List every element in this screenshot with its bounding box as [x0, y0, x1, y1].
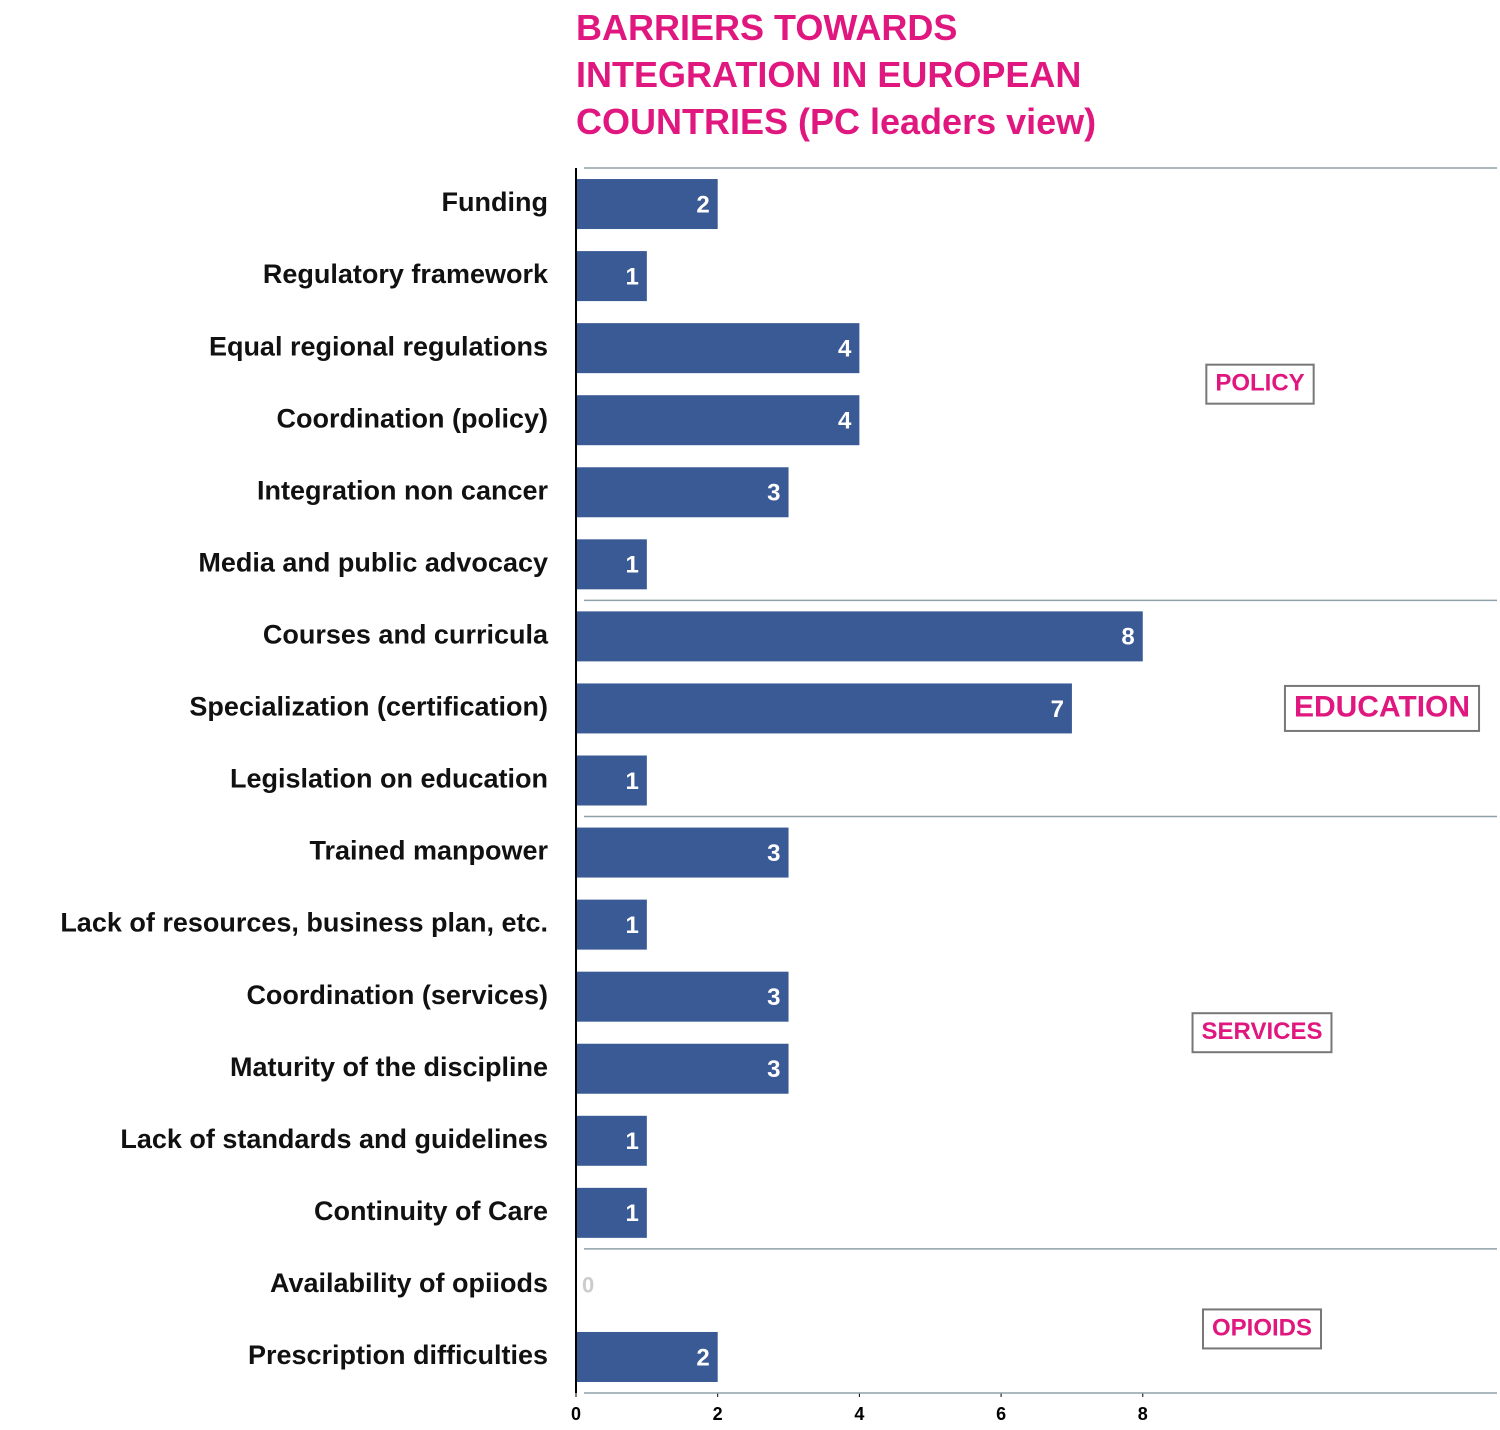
y-tick-label: Coordination (services) [246, 980, 548, 1010]
bar [576, 395, 860, 446]
y-tick-label: Prescription difficulties [248, 1340, 548, 1370]
y-tick-label: Courses and curricula [263, 620, 549, 650]
bar [576, 899, 647, 950]
x-tick-label: 4 [854, 1404, 864, 1424]
value-label: 1 [625, 912, 638, 939]
y-tick-label: Coordination (policy) [277, 403, 548, 433]
bar [576, 251, 647, 302]
chart-title: BARRIERS TOWARDS INTEGRATION IN EUROPEAN… [576, 7, 1097, 142]
y-tick-label: Lack of standards and guidelines [120, 1124, 548, 1154]
y-tick-label: Continuity of Care [314, 1196, 548, 1226]
value-label: 1 [625, 552, 638, 579]
bar [576, 611, 1143, 662]
bar [576, 467, 789, 518]
group-label: OPIOIDS [1212, 1314, 1312, 1341]
y-tick-label: Trained manpower [309, 836, 548, 866]
y-tick-label: Maturity of the discipline [230, 1052, 548, 1082]
value-label: 2 [696, 191, 709, 218]
bar [576, 827, 789, 878]
value-label: 1 [625, 1128, 638, 1155]
x-tick-label: 8 [1138, 1404, 1148, 1424]
x-tick-label: 2 [713, 1404, 723, 1424]
group-box [1283, 684, 1481, 732]
value-label: 3 [767, 480, 780, 507]
y-tick-label: Integration non cancer [257, 475, 549, 505]
value-label: 1 [625, 768, 638, 795]
value-label: 2 [696, 1344, 709, 1371]
bar [576, 323, 860, 374]
bar [576, 179, 718, 230]
value-label: 3 [767, 984, 780, 1011]
y-tick-label: Media and public advocacy [198, 547, 548, 577]
group-box [1205, 363, 1315, 405]
value-label: 1 [625, 1200, 638, 1227]
bar [576, 683, 1072, 734]
x-tick-label: 0 [571, 1404, 581, 1424]
bar [576, 1331, 718, 1382]
x-tick-label: 6 [996, 1404, 1006, 1424]
bar [576, 755, 647, 806]
group-label: SERVICES [1202, 1018, 1323, 1045]
value-label: 0 [582, 1273, 594, 1298]
y-tick-label: Specialization (certification) [189, 692, 548, 722]
value-label: 4 [838, 408, 852, 435]
y-tick-label: Regulatory framework [263, 259, 549, 289]
y-tick-label: Lack of resources, business plan, etc. [60, 908, 548, 938]
bar [576, 1115, 647, 1166]
value-label: 3 [767, 840, 780, 867]
value-label: 1 [625, 263, 638, 290]
group-label: POLICY [1215, 370, 1304, 397]
group-box [1191, 1012, 1333, 1054]
y-tick-label: Availability of opiiods [270, 1268, 548, 1298]
value-label: 7 [1051, 696, 1064, 723]
y-tick-label: Equal regional regulations [209, 331, 548, 361]
bar [576, 1187, 647, 1238]
bar [576, 539, 647, 590]
group-label: EDUCATION [1294, 690, 1470, 723]
y-tick-label: Funding [442, 187, 548, 217]
value-label: 4 [838, 335, 852, 362]
bar [576, 971, 789, 1022]
value-label: 8 [1121, 624, 1134, 651]
y-tick-label: Legislation on education [230, 764, 548, 794]
value-label: 3 [767, 1056, 780, 1083]
bar [576, 1043, 789, 1094]
group-box [1201, 1308, 1323, 1350]
